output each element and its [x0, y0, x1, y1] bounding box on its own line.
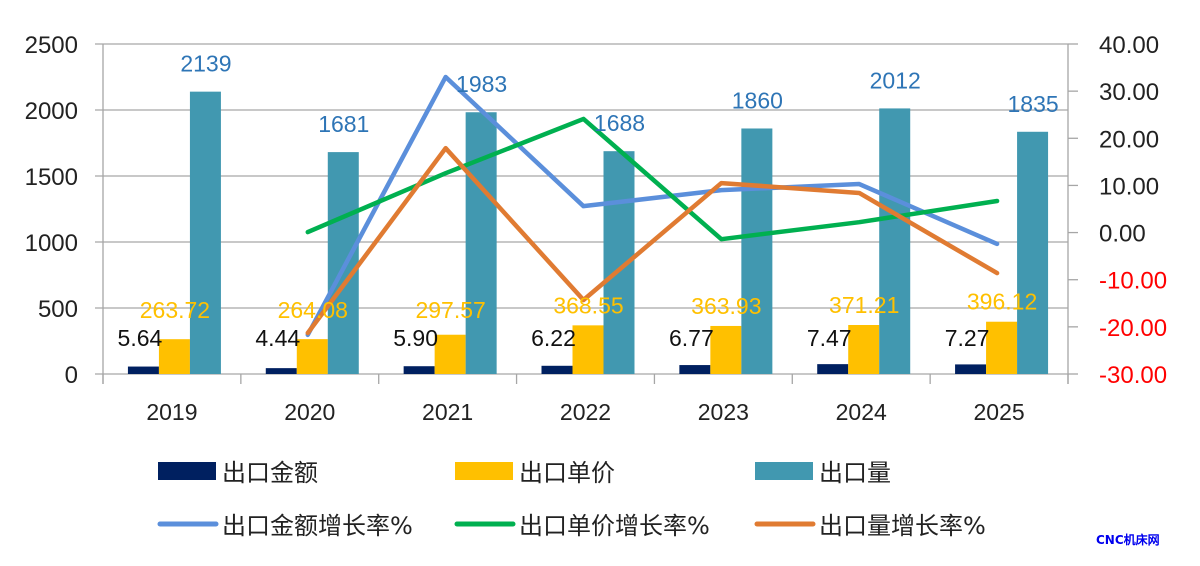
bar-export-value: [817, 364, 849, 374]
left-tick-label: 1500: [25, 164, 78, 191]
x-tick-label: 2023: [698, 399, 749, 425]
x-tick-label: 2024: [836, 399, 887, 425]
label-export-value: 6.22: [531, 325, 576, 351]
bar-unit-price: [296, 339, 328, 374]
line-unit-price-growth: [305, 116, 1000, 242]
right-tick-label: -30.00: [1099, 362, 1167, 389]
bar-unit-price: [848, 325, 880, 374]
legend-export-volume-growth: 出口量增长率%: [754, 512, 986, 540]
bar-export-volume: [1017, 131, 1049, 374]
bar-export-value: [403, 366, 435, 374]
left-tick-label: 500: [38, 296, 78, 323]
legend-export-value-growth: 出口金额增长率%: [157, 512, 413, 540]
bar-export-value: [127, 366, 159, 374]
bar-export-volume: [327, 152, 359, 374]
lines: [305, 74, 1000, 338]
label-export-value: 7.47: [807, 325, 852, 351]
legend-label: 出口单价增长率%: [519, 512, 710, 540]
label-export-value: 5.90: [393, 325, 438, 351]
right-tick-label: -10.00: [1099, 268, 1167, 295]
bar-unit-price: [434, 334, 466, 374]
right-tick-label: 20.00: [1099, 126, 1159, 153]
label-export-volume: 1688: [594, 110, 645, 136]
label-export-volume: 2139: [180, 51, 231, 77]
x-tick-label: 2021: [422, 399, 473, 425]
bar-export-value: [955, 364, 987, 374]
line-export-value-growth: [305, 74, 1000, 338]
bar-export-volume: [189, 91, 221, 374]
x-tick-label: 2022: [560, 399, 611, 425]
line-export-volume-growth: [305, 145, 1000, 336]
label-export-value: 7.27: [945, 325, 990, 351]
x-tick-label: 2019: [146, 399, 197, 425]
bar-export-value: [679, 365, 711, 374]
label-unit-price: 263.72: [140, 297, 210, 323]
left-tick-label: 2500: [25, 32, 78, 59]
bar-export-volume: [879, 108, 911, 374]
legend-export-value: 出口金额: [158, 459, 318, 487]
label-export-value: 6.77: [669, 325, 714, 351]
right-tick-label: 10.00: [1099, 173, 1159, 200]
legend-label: 出口金额增长率%: [222, 512, 413, 540]
bar-export-volume: [741, 128, 773, 374]
bars: [127, 91, 1049, 374]
label-export-volume: 1860: [732, 87, 783, 113]
x-tick-label: 2025: [973, 399, 1024, 425]
x-tick-label: 2020: [284, 399, 335, 425]
bar-unit-price: [986, 321, 1018, 374]
left-tick-label: 2000: [25, 98, 78, 125]
legend-swatch: [158, 462, 216, 480]
right-tick-label: 0.00: [1099, 221, 1146, 248]
legend-unit-price-growth: 出口单价增长率%: [454, 512, 710, 540]
right-tick-label: -20.00: [1099, 315, 1167, 342]
label-unit-price: 368.55: [553, 292, 623, 318]
bar-export-value: [541, 365, 573, 374]
right-tick-label: 40.00: [1099, 32, 1159, 59]
legend-label: 出口量: [819, 459, 891, 487]
label-unit-price: 396.12: [967, 289, 1037, 315]
axes: 0 500 1000 1500 2000 2500 40.00 30.00 20.00 10.00…: [25, 32, 1167, 425]
watermark: CNC机床网: [1096, 533, 1160, 547]
legend-swatch: [755, 462, 813, 480]
left-tick-label: 0: [65, 362, 78, 389]
label-export-volume: 2012: [870, 67, 921, 93]
label-unit-price: 371.21: [829, 292, 899, 318]
bar-export-value: [265, 368, 297, 374]
label-unit-price: 264.08: [278, 297, 348, 323]
left-tick-label: 1000: [25, 230, 78, 257]
label-unit-price: 297.57: [415, 297, 485, 323]
legend-export-volume: 出口量: [755, 459, 891, 487]
legend-label: 出口量增长率%: [819, 512, 986, 540]
legend-label: 出口金额: [222, 459, 318, 487]
right-tick-label: 30.00: [1099, 79, 1159, 106]
bar-unit-price: [572, 325, 604, 374]
label-export-volume: 1983: [456, 71, 507, 97]
legend-unit-price: 出口单价: [455, 459, 615, 487]
legend-label: 出口单价: [519, 459, 615, 487]
bar-unit-price: [710, 325, 742, 374]
bar-unit-price: [158, 339, 190, 374]
legend-swatch: [455, 462, 513, 480]
label-export-volume: 1835: [1007, 91, 1058, 117]
label-export-volume: 1681: [318, 111, 369, 137]
label-export-value: 4.44: [255, 325, 300, 351]
bar-export-volume: [465, 112, 497, 374]
label-export-value: 5.64: [118, 325, 163, 351]
label-unit-price: 363.93: [691, 293, 761, 319]
